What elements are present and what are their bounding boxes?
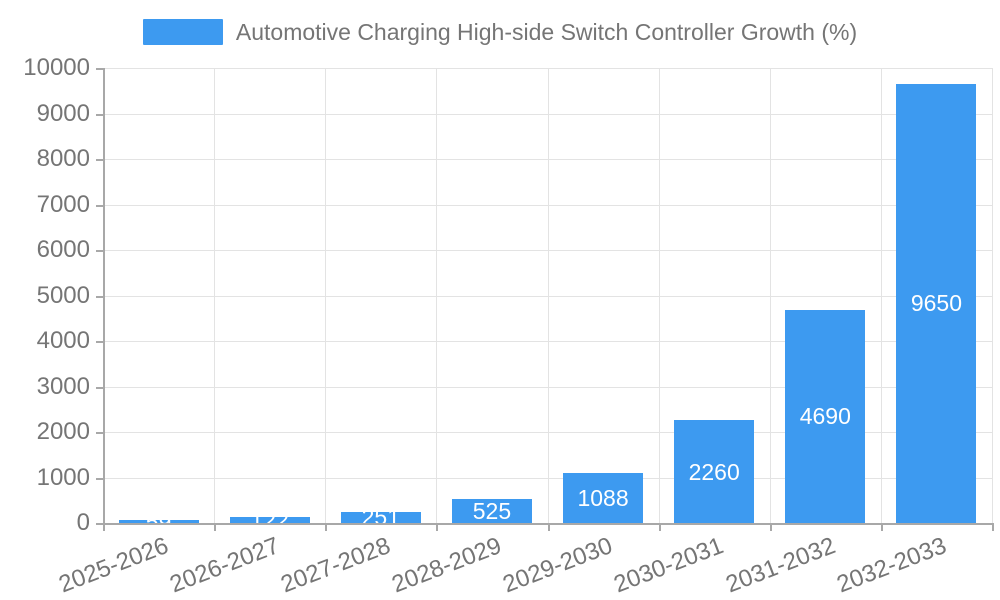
x-tick-label: 2025-2026 xyxy=(55,532,172,599)
x-tick-mark xyxy=(880,523,883,531)
x-gridline xyxy=(992,68,993,523)
y-tick-label: 1000 xyxy=(36,463,90,491)
bar[interactable]: 122 xyxy=(229,517,310,523)
legend-swatch[interactable] xyxy=(142,19,223,45)
bar[interactable]: 1088 xyxy=(563,473,644,523)
y-axis-line xyxy=(103,68,105,531)
y-tick-label: 3000 xyxy=(36,372,90,400)
x-tick-label: 2027-2028 xyxy=(277,532,395,599)
x-gridline xyxy=(547,68,549,523)
y-tick-label: 4000 xyxy=(36,327,90,354)
x-tick-label: 2030-2031 xyxy=(610,532,728,599)
chart-title: Automotive Charging High-side Switch Con… xyxy=(235,18,858,45)
bar-value-label: 251 xyxy=(362,512,400,523)
x-gridline xyxy=(214,68,216,523)
y-tick-mark xyxy=(96,477,103,480)
x-tick-mark xyxy=(658,523,661,531)
bar-value-label: 122 xyxy=(251,517,289,523)
y-tick-label: 10000 xyxy=(23,54,90,81)
x-gridline xyxy=(880,68,882,523)
chart-header: Automotive Charging High-side Switch Con… xyxy=(0,17,1000,47)
x-tick-label: 2029-2030 xyxy=(499,532,617,599)
y-tick-mark xyxy=(96,204,103,207)
y-tick-label: 8000 xyxy=(36,145,90,172)
x-tick-label: 2032-2033 xyxy=(832,532,950,599)
x-tick-label: 2028-2029 xyxy=(388,532,506,599)
bar-value-label: 59 xyxy=(146,520,172,523)
x-gridline xyxy=(769,68,771,523)
x-tick-mark xyxy=(769,523,772,531)
x-tick-mark xyxy=(992,523,994,531)
y-tick-mark xyxy=(96,113,103,116)
x-tick-label: 2031-2032 xyxy=(721,532,839,599)
plot-area xyxy=(103,68,993,523)
y-tick-mark xyxy=(96,386,103,389)
bar-value-label: 525 xyxy=(472,499,512,523)
y-tick-label: 7000 xyxy=(36,190,90,218)
bar-value-label: 2260 xyxy=(688,458,740,485)
bar[interactable]: 251 xyxy=(340,511,421,523)
bar[interactable]: 4690 xyxy=(785,309,866,523)
x-tick-mark xyxy=(325,523,328,531)
y-tick-label: 5000 xyxy=(36,281,90,309)
x-tick-label: 2026-2027 xyxy=(166,532,284,599)
x-gridline xyxy=(325,68,327,523)
y-tick-mark xyxy=(96,68,103,70)
bar[interactable]: 2260 xyxy=(674,420,755,523)
x-axis-line xyxy=(96,523,992,525)
bar[interactable]: 525 xyxy=(451,499,532,523)
y-tick-label: 6000 xyxy=(36,236,90,263)
x-gridline xyxy=(658,68,660,523)
bar-value-label: 4690 xyxy=(799,403,851,430)
y-tick-mark xyxy=(96,432,103,434)
bar[interactable]: 9650 xyxy=(896,83,977,523)
y-tick-label: 0 xyxy=(76,509,90,536)
x-tick-mark xyxy=(214,523,217,531)
x-tick-mark xyxy=(436,523,439,531)
x-gridline xyxy=(436,68,438,523)
y-tick-mark xyxy=(96,250,103,252)
x-tick-mark xyxy=(547,523,550,531)
y-tick-mark xyxy=(96,295,103,298)
y-tick-label: 2000 xyxy=(36,418,90,445)
bar-value-label: 9650 xyxy=(910,290,963,317)
bar[interactable]: 59 xyxy=(118,520,199,523)
y-tick-label: 9000 xyxy=(36,99,90,127)
bar-value-label: 1088 xyxy=(577,485,629,512)
y-tick-mark xyxy=(96,159,103,161)
y-tick-mark xyxy=(96,341,103,343)
